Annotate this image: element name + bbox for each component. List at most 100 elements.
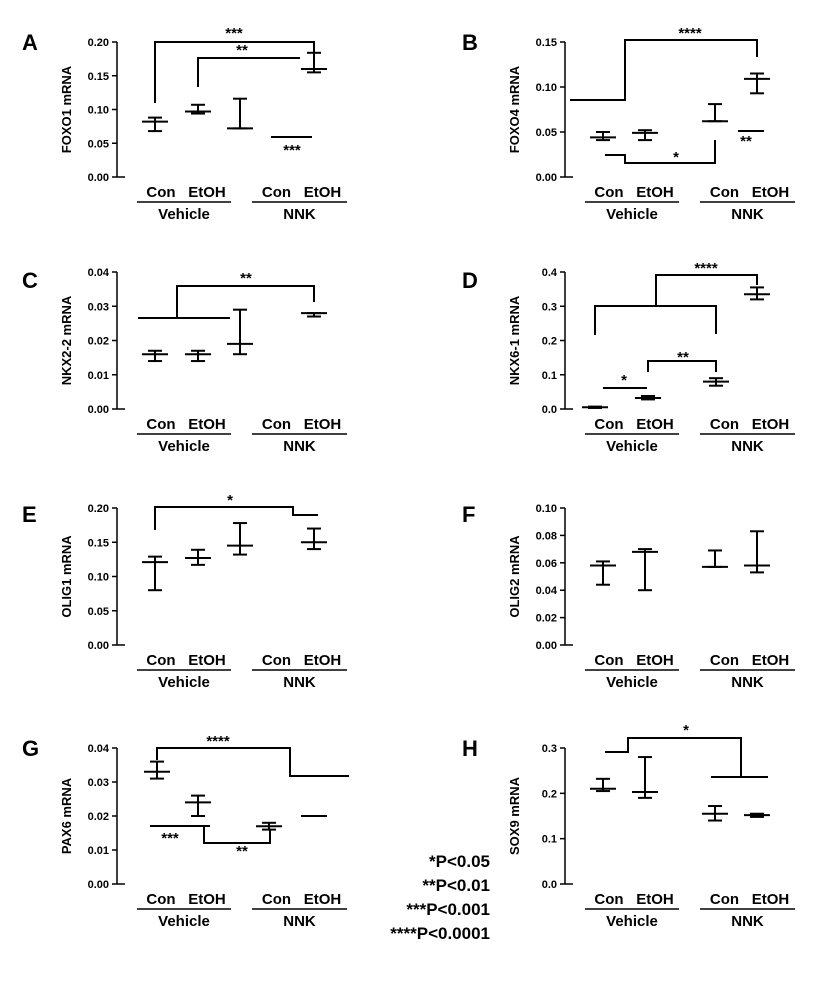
panel-letter: D [462,268,478,293]
y-tick-label: 0.04 [536,585,558,597]
y-tick-label: 0.05 [88,606,109,618]
significance-bracket [176,285,315,318]
group-label: Vehicle [606,674,658,691]
legend-p0001: ***P<0.001 [406,900,490,919]
data-point [142,116,168,133]
data-point [227,97,253,130]
category-label: EtOH [188,416,226,433]
category-label: Con [594,184,623,201]
significance-bracket [197,57,300,87]
panel-letter: B [462,30,478,55]
data-point [185,548,211,566]
category-label: Con [262,891,291,908]
data-point [582,405,608,409]
category-label: EtOH [636,184,674,201]
category-label: EtOH [636,416,674,433]
significance-label: * [227,492,233,509]
significance-bracket [156,747,349,777]
significance-bracket [647,360,717,372]
significance-bracket [605,737,768,778]
significance-label: ** [236,843,248,860]
y-tick-label: 0.15 [88,537,109,549]
y-tick-label: 0.3 [542,301,557,313]
data-point [632,129,658,142]
category-label: Con [146,416,175,433]
category-label: EtOH [304,184,342,201]
group-label: NNK [731,438,764,455]
significance-label: **** [694,260,718,277]
significance-bracket [605,140,716,164]
group-label: NNK [283,913,316,930]
y-tick-label: 0.01 [88,370,109,382]
data-point [632,756,658,799]
y-tick-label: 0.00 [88,879,109,891]
y-tick-label: 0.06 [536,558,557,570]
y-tick-label: 0.10 [536,82,557,94]
data-point [702,103,728,123]
significance-label: ** [677,349,689,366]
group-label: NNK [731,206,764,223]
panel-letter: C [22,268,38,293]
y-axis-label: FOXO4 mRNA [507,65,522,153]
category-label: EtOH [636,652,674,669]
significance-label: **** [206,733,230,750]
category-label: EtOH [304,891,342,908]
y-tick-label: 0.00 [88,640,109,652]
category-label: Con [146,652,175,669]
data-point [590,131,616,142]
category-label: Con [146,184,175,201]
group-label: NNK [283,206,316,223]
y-tick-label: 0.3 [542,743,557,755]
category-label: EtOH [752,416,790,433]
y-axis-label: OLIG1 mRNA [59,535,74,618]
panel-a: A 0.00 0.05 0.10 0.15 0.20 FOXO1 mRNA Con EtOH Co… [22,25,347,223]
data-point [301,312,327,318]
group-label: Vehicle [158,913,210,930]
data-point [744,286,770,301]
group-label: NNK [731,913,764,930]
category-label: Con [262,652,291,669]
group-label: NNK [283,674,316,691]
category-label: Con [710,891,739,908]
group-label: Vehicle [158,438,210,455]
significance-bracket [154,41,315,103]
category-label: Con [710,416,739,433]
y-tick-label: 0.20 [88,37,109,49]
category-label: Con [594,891,623,908]
data-point [744,72,770,95]
y-tick-label: 0.05 [536,127,557,139]
y-tick-label: 0.10 [536,503,557,515]
y-tick-label: 0.1 [542,370,557,382]
significance-label: *** [283,142,301,159]
y-axis-label: OLIG2 mRNA [507,535,522,618]
y-tick-label: 0.00 [88,172,109,184]
significance-label: * [621,372,627,389]
y-axis-label: FOXO1 mRNA [59,65,74,153]
significance-bracket [154,506,318,530]
significance-label: ** [740,133,752,150]
legend-p001: **P<0.01 [422,876,490,895]
y-tick-label: 0.20 [88,503,109,515]
group-label: Vehicle [606,206,658,223]
data-point [635,394,661,401]
y-tick-label: 0.00 [536,172,557,184]
significance-bracket [203,827,271,844]
significance-legend: *P<0.05 **P<0.01 ***P<0.001 ****P<0.0001 [340,850,490,946]
panel-letter: E [22,502,37,527]
y-tick-label: 0.04 [88,743,110,755]
data-point [185,103,211,115]
data-point [703,377,729,387]
category-label: EtOH [188,184,226,201]
significance-bracket [594,305,717,335]
group-label: Vehicle [158,674,210,691]
panel-c: C 0.00 0.01 0.02 0.03 0.04 NKX2-2 mRNA Con EtOH C… [22,267,347,455]
legend-p005: *P<0.05 [429,852,490,871]
significance-label: * [673,149,679,166]
y-tick-label: 0.00 [536,640,557,652]
data-point [142,349,168,363]
y-tick-label: 0.01 [88,845,109,857]
category-label: Con [262,184,291,201]
group-label: Vehicle [606,913,658,930]
category-label: Con [262,416,291,433]
y-tick-label: 0.0 [542,404,557,416]
